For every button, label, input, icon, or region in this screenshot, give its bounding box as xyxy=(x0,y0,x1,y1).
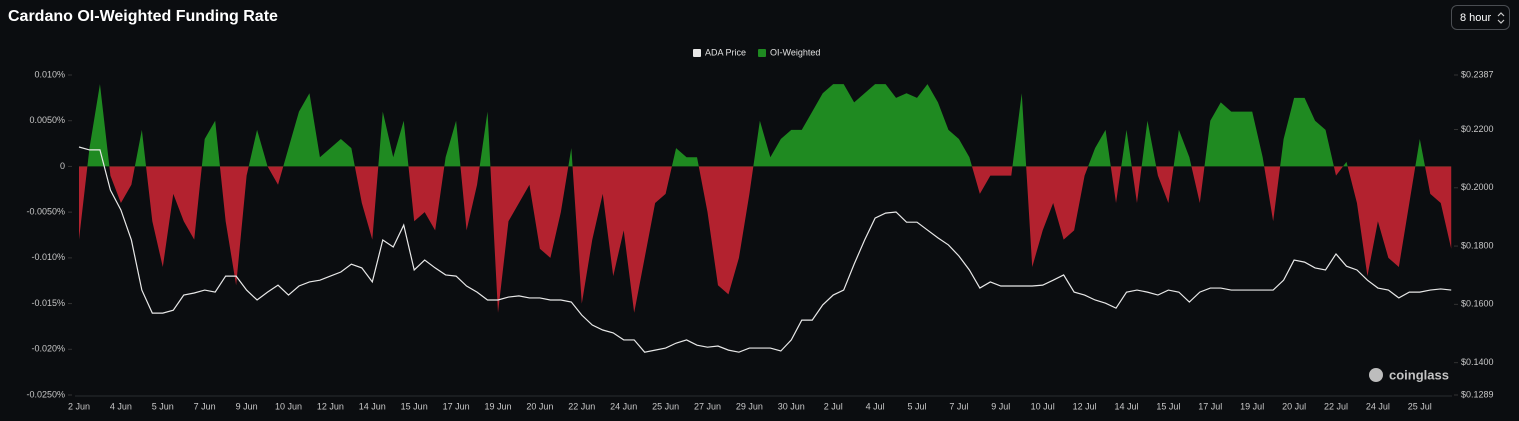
y-tick-label: -0.020% xyxy=(31,344,65,354)
watermark-text: coinglass xyxy=(1389,367,1449,382)
legend-label: ADA Price xyxy=(705,47,746,57)
x-tick-label: 24 Jul xyxy=(1366,401,1390,411)
x-tick-label: 14 Jul xyxy=(1114,401,1138,411)
x-tick-label: 29 Jun xyxy=(736,401,763,411)
y-tick-label: 0.010% xyxy=(34,69,65,79)
y2-tick-label: $0.1400 xyxy=(1461,357,1494,367)
x-tick-label: 7 Jul xyxy=(949,401,968,411)
x-tick-label: 25 Jul xyxy=(1408,401,1432,411)
chevron-icon xyxy=(1497,11,1505,24)
x-tick-label: 27 Jun xyxy=(694,401,721,411)
x-tick-label: 15 Jun xyxy=(401,401,428,411)
legend-item: OI-Weighted xyxy=(758,47,820,57)
x-tick-label: 24 Jun xyxy=(610,401,637,411)
x-tick-label: 14 Jun xyxy=(359,401,386,411)
legend-label: OI-Weighted xyxy=(770,47,820,57)
x-tick-label: 20 Jul xyxy=(1282,401,1306,411)
legend-swatch xyxy=(693,49,701,57)
x-tick-label: 2 Jul xyxy=(824,401,843,411)
x-tick-label: 12 Jul xyxy=(1073,401,1097,411)
y-tick-label: 0.0050% xyxy=(29,115,65,125)
x-tick-label: 5 Jun xyxy=(152,401,174,411)
funding-area xyxy=(79,84,1452,313)
x-tick-label: 20 Jun xyxy=(526,401,553,411)
price-line xyxy=(78,146,1452,353)
x-tick-label: 9 Jun xyxy=(236,401,258,411)
y2-tick-label: $0.2387 xyxy=(1461,69,1494,79)
x-tick-label: 22 Jun xyxy=(568,401,595,411)
x-tick-label: 12 Jun xyxy=(317,401,344,411)
x-tick-label: 30 Jun xyxy=(778,401,805,411)
x-tick-label: 5 Jul xyxy=(907,401,926,411)
legend-swatch xyxy=(758,49,767,57)
x-tick-label: 17 Jun xyxy=(443,401,470,411)
chart-title: Cardano OI-Weighted Funding Rate xyxy=(8,8,278,25)
x-tick-label: 19 Jul xyxy=(1240,401,1264,411)
x-tick-label: 22 Jul xyxy=(1324,401,1348,411)
y-tick-label: -0.0050% xyxy=(26,207,65,217)
y-tick-label: -0.0250% xyxy=(26,389,65,399)
x-tick-label: 19 Jun xyxy=(484,401,511,411)
y2-tick-label: $0.2000 xyxy=(1461,182,1494,192)
legend-item: ADA Price xyxy=(693,47,746,57)
x-tick-label: 10 Jul xyxy=(1031,401,1055,411)
y2-tick-label: $0.2200 xyxy=(1461,124,1494,134)
x-tick-label: 10 Jun xyxy=(275,401,302,411)
y-tick-label: 0 xyxy=(60,161,65,171)
watermark-icon xyxy=(1369,368,1383,382)
x-tick-label: 17 Jul xyxy=(1198,401,1222,411)
interval-button[interactable]: 8 hour xyxy=(1451,5,1510,30)
y2-tick-label: $0.1600 xyxy=(1461,299,1494,309)
y-tick-label: -0.015% xyxy=(31,298,65,308)
x-tick-label: 9 Jul xyxy=(991,401,1010,411)
interval-label: 8 hour xyxy=(1460,11,1492,24)
x-tick-label: 2 Jun xyxy=(68,401,90,411)
x-tick-label: 4 Jul xyxy=(866,401,885,411)
x-tick-label: 15 Jul xyxy=(1156,401,1180,411)
x-tick-label: 4 Jun xyxy=(110,401,132,411)
watermark: coinglass xyxy=(1369,367,1449,382)
y2-tick-label: $0.1800 xyxy=(1461,240,1494,250)
x-tick-label: 7 Jun xyxy=(194,401,216,411)
y2-tick-label: $0.1289 xyxy=(1461,389,1494,399)
y-tick-label: -0.010% xyxy=(31,252,65,262)
x-tick-label: 25 Jun xyxy=(652,401,679,411)
